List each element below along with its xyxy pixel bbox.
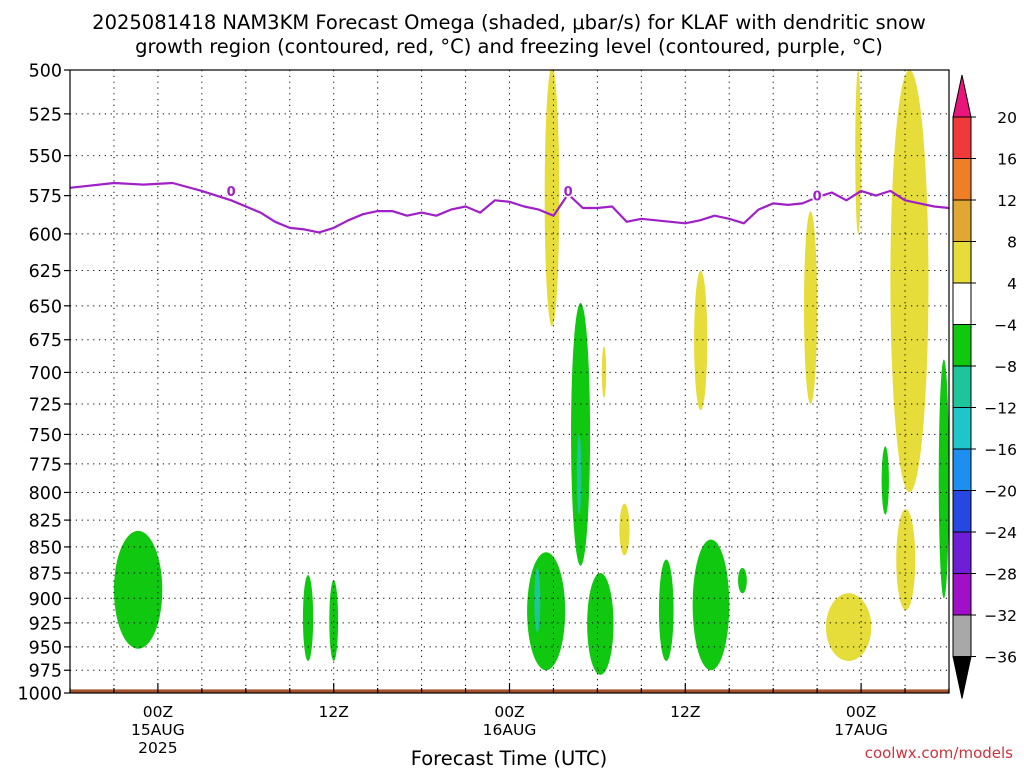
- x-tick-label-0-0: 00Z: [143, 703, 173, 721]
- y-tick-label-800: 800: [29, 484, 62, 504]
- omega-region-7: [890, 70, 929, 493]
- y-tick-label-700: 700: [29, 364, 62, 384]
- omega-region-11: [329, 580, 339, 661]
- y-tick-label-675: 675: [29, 331, 62, 351]
- y-tick-label-750: 750: [29, 426, 62, 446]
- colorbar-bin-11: [952, 531, 972, 574]
- colorbar-top-arrow: [952, 74, 972, 118]
- colorbar-bin-8: [952, 407, 972, 450]
- omega-region-17: [738, 567, 747, 594]
- colorbar-bin-3: [952, 199, 972, 242]
- colorbar-label-9: −20: [984, 483, 1017, 501]
- chart-title-line-2: growth region (contoured, red, °C) and f…: [135, 35, 883, 58]
- colorbar-label-12: −32: [984, 607, 1017, 625]
- colorbar-bin-13: [952, 614, 972, 657]
- omega-region-21: [576, 434, 582, 515]
- colorbar-bin-5: [952, 282, 972, 325]
- omega-region-15: [658, 559, 674, 661]
- plot-area: [70, 70, 949, 693]
- x-tick-label-2-0: 00Z: [494, 703, 524, 721]
- contour-label-0: 0: [227, 185, 236, 200]
- freezing-level-line-0: [70, 181, 949, 234]
- y-tick-label-900: 900: [29, 590, 62, 610]
- omega-region-14: [587, 572, 614, 675]
- omega-region-10: [302, 575, 314, 661]
- colorbar-bin-9: [952, 448, 972, 491]
- y-tick-label-975: 975: [29, 662, 62, 682]
- y-tick-label-850: 850: [29, 538, 62, 558]
- colorbar-bottom-arrow: [952, 656, 972, 699]
- omega-region-8: [896, 509, 916, 611]
- y-tick-label-550: 550: [29, 147, 62, 167]
- colorbar-label-0: 20: [997, 109, 1017, 127]
- colorbar-bin-12: [952, 573, 972, 616]
- x-tick-label-2-1: 16AUG: [483, 721, 537, 739]
- omega-region-12: [527, 552, 566, 671]
- colorbar-label-4: 4: [1007, 275, 1017, 293]
- y-tick-label-500: 500: [29, 62, 62, 82]
- y-tick-label-600: 600: [29, 225, 62, 245]
- y-axis-ticks: 500 525 550 575 600 625 650 675 700 725 750 775 800 8…: [17, 62, 70, 705]
- chart-title-line-1: 2025081418 NAM3KM Forecast Omega (shaded…: [92, 11, 926, 34]
- colorbar-bin-10: [952, 490, 972, 533]
- x-tick-label-0-2: 2025: [138, 739, 177, 757]
- colorbar: 20 16 12 8 4 −4 −8 −12 −16 −20 −24 −28 −32 −36: [952, 74, 1017, 699]
- y-tick-label-575: 575: [29, 187, 62, 207]
- omega-region-9: [113, 530, 163, 649]
- freezing-level-contour: 0 0 0: [70, 181, 949, 234]
- colorbar-bin-1: [952, 116, 972, 159]
- y-tick-label-650: 650: [29, 297, 62, 317]
- contour-label-1: 0: [564, 185, 573, 200]
- colorbar-bin-6: [952, 324, 972, 367]
- y-tick-label-725: 725: [29, 395, 62, 415]
- colorbar-bin-7: [952, 365, 972, 408]
- watermark: coolwx.com/models: [865, 744, 1013, 762]
- omega-region-18: [881, 446, 889, 515]
- colorbar-label-8: −16: [984, 441, 1017, 459]
- y-tick-label-1000: 1000: [17, 685, 62, 705]
- y-tick-label-875: 875: [29, 564, 62, 584]
- omega-region-3: [694, 270, 708, 411]
- y-tick-label-775: 775: [29, 455, 62, 475]
- colorbar-label-11: −28: [984, 566, 1017, 584]
- colorbar-label-10: −24: [984, 524, 1017, 542]
- y-tick-label-825: 825: [29, 512, 62, 532]
- colorbar-label-2: 12: [997, 192, 1017, 210]
- x-tick-label-4-1: 17AUG: [834, 721, 888, 739]
- omega-region-19: [938, 359, 949, 599]
- contour-label-2: 0: [813, 190, 822, 205]
- colorbar-bin-4: [952, 241, 972, 284]
- y-tick-label-525: 525: [29, 105, 62, 125]
- colorbar-label-7: −12: [984, 400, 1017, 418]
- omega-region-16: [692, 539, 730, 671]
- x-tick-label-4-0: 00Z: [846, 703, 876, 721]
- y-tick-label-625: 625: [29, 262, 62, 282]
- omega-region-2: [619, 503, 630, 556]
- x-tick-label-1-0: 12Z: [319, 703, 349, 721]
- colorbar-label-1: 16: [997, 151, 1017, 169]
- x-tick-label-3-0: 12Z: [670, 703, 700, 721]
- colorbar-label-13: −36: [984, 649, 1017, 667]
- y-tick-label-950: 950: [29, 638, 62, 658]
- omega-region-4: [803, 211, 818, 404]
- colorbar-label-5: −4: [994, 317, 1017, 335]
- colorbar-bin-2: [952, 158, 972, 201]
- colorbar-label-3: 8: [1007, 234, 1017, 252]
- omega-region-20: [534, 567, 541, 633]
- omega-region-5: [855, 70, 862, 234]
- omega-region-0: [544, 70, 560, 327]
- colorbar-label-6: −8: [994, 358, 1017, 376]
- x-axis-label: Forecast Time (UTC): [411, 747, 608, 768]
- x-tick-label-0-1: 15AUG: [131, 721, 185, 739]
- y-tick-label-925: 925: [29, 614, 62, 634]
- omega-region-6: [825, 593, 872, 661]
